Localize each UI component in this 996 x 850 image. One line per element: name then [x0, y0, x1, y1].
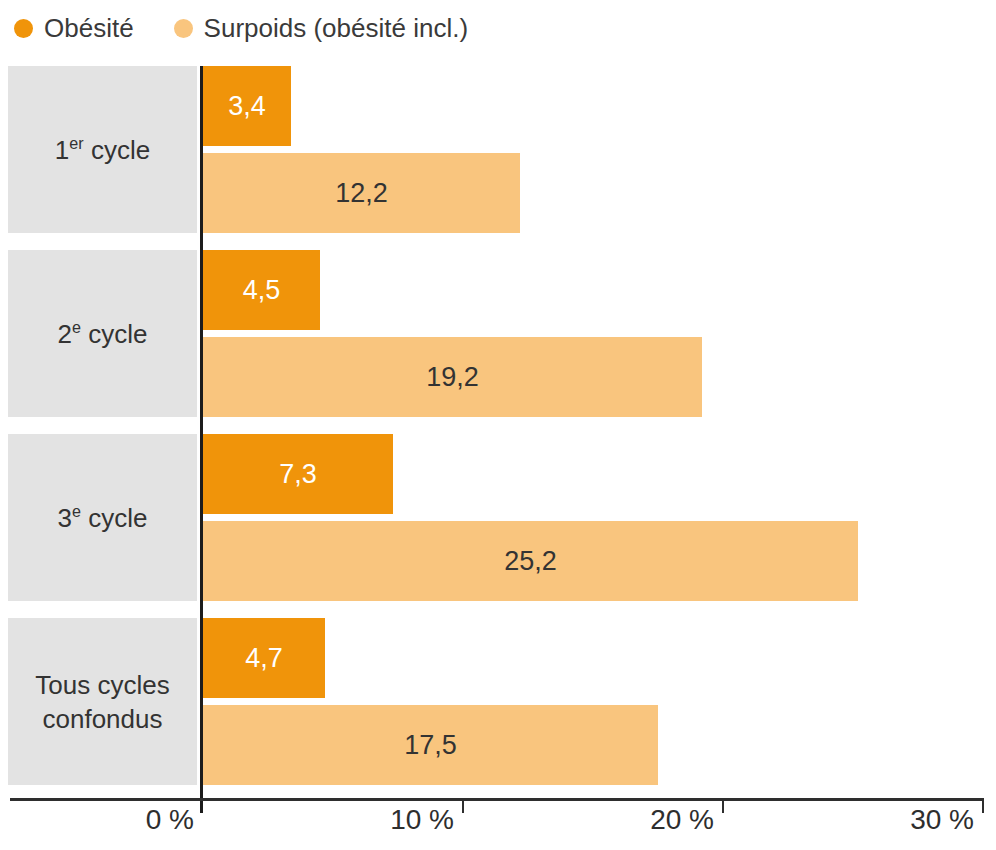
bar-group: 1er cycle 3,4 12,2	[8, 66, 988, 233]
bar-value-label: 17,5	[404, 730, 457, 761]
category-label-text: 2e cycle	[58, 317, 148, 351]
bar-surpoids: 19,2	[203, 337, 702, 417]
legend-label-obesite: Obésité	[44, 13, 134, 44]
y-axis-line	[200, 66, 203, 813]
bar-group: Tous cycles confondus 4,7 17,5	[8, 618, 988, 785]
bars: 4,7 17,5	[203, 618, 988, 785]
bar-obesite: 4,7	[203, 618, 325, 698]
bar-group: 3e cycle 7,3 25,2	[8, 434, 988, 601]
bar-value-label: 7,3	[279, 459, 317, 490]
bars: 4,5 19,2	[203, 250, 988, 417]
category-label-text: 3e cycle	[58, 501, 148, 535]
bar-surpoids: 12,2	[203, 153, 520, 233]
x-axis-tick-label: 20 %	[594, 803, 714, 837]
x-axis-tick-label: 10 %	[334, 803, 454, 837]
bar-surpoids: 17,5	[203, 705, 658, 785]
bar-groups: 1er cycle 3,4 12,2 2e cycle 4,5 19,2 3e cycle 7…	[8, 66, 988, 802]
bar-value-label: 4,5	[243, 275, 281, 306]
bar-group: 2e cycle 4,5 19,2	[8, 250, 988, 417]
category-label: 2e cycle	[8, 250, 197, 417]
bar-obesite: 4,5	[203, 250, 320, 330]
legend-dot-obesite-icon	[14, 19, 33, 38]
x-axis-tick-label: 0 %	[74, 803, 194, 837]
legend-item-obesite: Obésité	[14, 13, 134, 44]
bars: 3,4 12,2	[203, 66, 988, 233]
x-axis-tick-label: 30 %	[854, 803, 974, 837]
legend: Obésité Surpoids (obésité incl.)	[14, 13, 468, 44]
category-label-text: Tous cycles confondus	[14, 668, 191, 736]
bar-value-label: 4,7	[245, 643, 283, 674]
bar-value-label: 25,2	[504, 546, 557, 577]
bars: 7,3 25,2	[203, 434, 988, 601]
legend-dot-surpoids-icon	[174, 19, 193, 38]
bar-value-label: 3,4	[228, 91, 266, 122]
bar-obesite: 3,4	[203, 66, 291, 146]
category-label: Tous cycles confondus	[8, 618, 197, 785]
bar-surpoids: 25,2	[203, 521, 858, 601]
category-label: 1er cycle	[8, 66, 197, 233]
category-label-text: 1er cycle	[55, 133, 150, 167]
legend-label-surpoids: Surpoids (obésité incl.)	[204, 13, 468, 44]
legend-item-surpoids: Surpoids (obésité incl.)	[174, 13, 468, 44]
bar-value-label: 19,2	[426, 362, 479, 393]
bar-value-label: 12,2	[335, 178, 388, 209]
category-label: 3e cycle	[8, 434, 197, 601]
bar-chart: Obésité Surpoids (obésité incl.) 1er cyc…	[0, 0, 996, 850]
bar-obesite: 7,3	[203, 434, 393, 514]
